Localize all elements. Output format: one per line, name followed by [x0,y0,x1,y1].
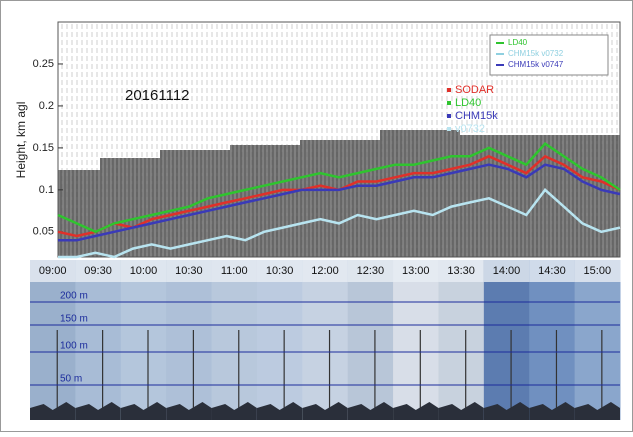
photo-time: 12:30 [357,265,385,277]
photo-time: 09:30 [84,265,112,277]
y-tick-label: 0.25 [33,58,54,70]
legend-swatch [447,114,451,118]
legend-label: LD40 [455,97,481,109]
photo-frame [302,260,348,420]
annotation: 20161112 [125,87,190,104]
photo-time: 11:00 [221,265,248,277]
photo-frame [212,260,258,420]
height-label: 50 m [60,374,82,385]
inset-legend-label: LD40 [508,38,528,47]
legend-label: SODAR [455,84,494,96]
y-tick-label: 0.05 [33,226,54,238]
y-tick-label: 0.1 [39,184,54,196]
photo-frame [121,260,167,420]
photo-frame [257,260,303,420]
photo-frame [166,260,212,420]
figure: Height, km agl 20161112 09:00 09:30 10:00 1… [0,0,633,432]
photo-strip: 09:00 09:30 10:00 10:30 11:00 10:30 12:00 12:30… [30,260,621,420]
photo-time: 09:00 [39,265,67,277]
photo-time: 10:30 [175,265,203,277]
photo-frame [348,260,394,420]
photo-time: 10:30 [266,265,294,277]
y-tick-label: 0.15 [33,142,54,154]
inset-legend-label: CHM15k v0732 [508,49,564,58]
photo-frame [529,260,575,420]
photo-time: 15:00 [584,265,612,277]
inset-legend-label: CHM15k v0747 [508,60,564,69]
height-label: 100 m [60,341,88,352]
page: {"chart_data": {"type": "line", "y_label… [0,0,633,437]
legend-label: CHM15k [455,110,498,122]
photo-frame [484,260,530,420]
legend-swatch [447,88,451,92]
height-label: 200 m [60,291,88,302]
photo-time: 10:00 [130,265,158,277]
photo-time: 14:00 [493,265,521,277]
y-axis-label: Height, km agl [14,102,28,179]
height-label: 150 m [60,314,88,325]
photo-frame [575,260,621,420]
photo-time: 13:30 [447,265,475,277]
photo-time: 13:00 [402,265,430,277]
photo-frame [438,260,484,420]
photo-time: 14:30 [538,265,566,277]
legend-swatch [447,127,451,131]
legend-swatch [447,101,451,105]
photo-frame [393,260,439,420]
photo-time: 12:00 [311,265,339,277]
legend-label: v0732 [455,123,485,135]
y-tick-label: 0.2 [39,100,54,112]
